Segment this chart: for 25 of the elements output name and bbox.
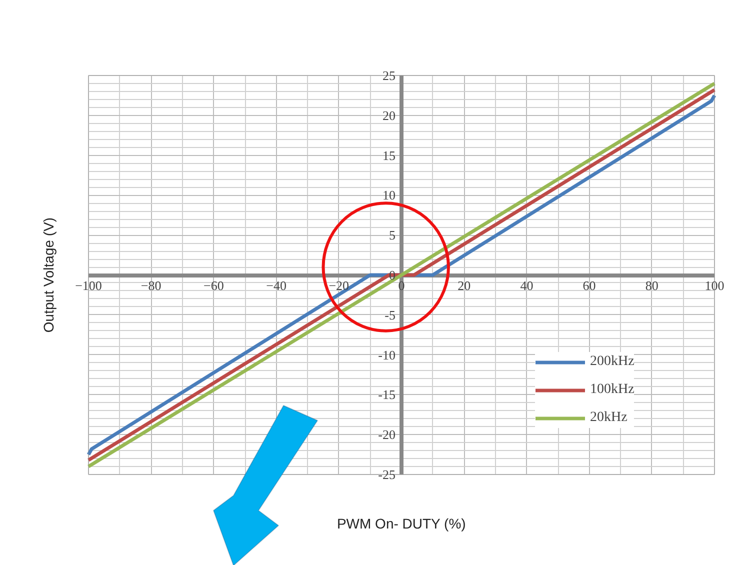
- y-tick-label: 15: [382, 148, 396, 163]
- y-axis-title: Output Voltage (V): [40, 217, 56, 333]
- legend-label: 20kHz: [590, 410, 628, 426]
- y-tick-label: 5: [389, 228, 396, 243]
- y-tick-label: 10: [382, 188, 396, 203]
- y-tick-label: -5: [384, 307, 396, 322]
- x-tick-label: −80: [140, 278, 162, 293]
- y-tick-label: -25: [378, 467, 396, 482]
- x-tick-label: 60: [582, 278, 596, 293]
- x-tick-label: −40: [266, 278, 286, 293]
- legend-label: 200kHz: [590, 354, 634, 370]
- y-tick-label: -15: [378, 387, 396, 402]
- x-tick-label: −60: [204, 278, 224, 293]
- x-tick-label: 40: [520, 278, 534, 293]
- x-axis-title: PWM On- DUTY (%): [336, 516, 466, 532]
- x-tick-label: 20: [458, 278, 471, 293]
- x-tick-label: −20: [328, 278, 350, 293]
- y-tick-label: 20: [382, 108, 396, 123]
- x-tick-label: −100: [75, 278, 102, 293]
- legend-label: 100kHz: [590, 382, 634, 398]
- y-tick-label: 25: [382, 68, 396, 83]
- x-tick-label: 80: [645, 278, 658, 293]
- y-tick-label: -20: [378, 427, 396, 442]
- x-tick-label: 100: [704, 278, 724, 293]
- y-tick-label: -10: [378, 347, 396, 362]
